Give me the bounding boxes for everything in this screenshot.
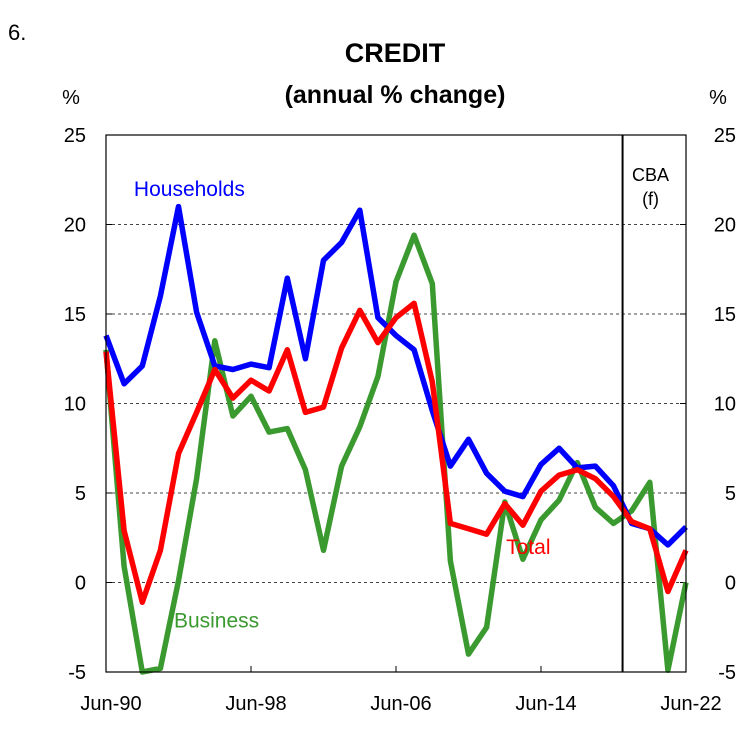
y-tick-label-left: 0 bbox=[75, 573, 86, 595]
y-tick-label-right: 0 bbox=[725, 573, 736, 595]
forecast-marker: CBA (f) bbox=[621, 135, 669, 672]
gridlines bbox=[105, 134, 687, 673]
plot-frame bbox=[105, 134, 687, 673]
x-tick-label: Jun-98 bbox=[225, 693, 286, 715]
y-tick-label-right: 20 bbox=[714, 215, 736, 237]
y-tick-label-right: -5 bbox=[718, 662, 736, 684]
series-line-total bbox=[103, 300, 689, 605]
left-axis-unit: % bbox=[62, 87, 80, 109]
y-tick-label-right: 10 bbox=[714, 394, 736, 416]
y-tick-label-left: 15 bbox=[64, 304, 86, 326]
series-line-business bbox=[103, 232, 689, 675]
series-label-business: Business bbox=[174, 609, 259, 632]
y-tick-label-right: 25 bbox=[714, 125, 736, 147]
forecast-label-f: (f) bbox=[642, 189, 659, 209]
figure-number: 6. bbox=[8, 20, 26, 45]
x-tick-labels: Jun-90 Jun-98 Jun-06 Jun-14 Jun-22 bbox=[80, 693, 721, 715]
y-tick-label-left: 10 bbox=[64, 394, 86, 416]
x-tick-label: Jun-90 bbox=[80, 693, 141, 715]
y-tick-label-left: -5 bbox=[68, 662, 86, 684]
x-tick-label: Jun-06 bbox=[370, 693, 431, 715]
chart-title: CREDIT bbox=[345, 38, 446, 68]
series-lines bbox=[103, 203, 689, 675]
chart-subtitle: (annual % change) bbox=[285, 81, 506, 109]
series-labels: Households Total Business bbox=[134, 178, 551, 632]
x-tick-label: Jun-14 bbox=[515, 693, 576, 715]
series-label-total: Total bbox=[506, 536, 550, 559]
y-tick-labels: -5 -5 0 0 5 5 10 10 15 15 20 20 25 25 bbox=[64, 125, 736, 684]
y-tick-label-left: 25 bbox=[64, 125, 86, 147]
y-tick-label-left: 5 bbox=[75, 483, 86, 505]
y-tick-label-right: 15 bbox=[714, 304, 736, 326]
y-tick-label-right: 5 bbox=[725, 483, 736, 505]
forecast-label-cba: CBA bbox=[632, 165, 669, 185]
right-axis-unit: % bbox=[709, 87, 727, 109]
x-tick-label: Jun-22 bbox=[660, 693, 721, 715]
series-line-households bbox=[103, 203, 688, 548]
y-tick-label-left: 20 bbox=[64, 215, 86, 237]
series-label-households: Households bbox=[134, 178, 245, 201]
